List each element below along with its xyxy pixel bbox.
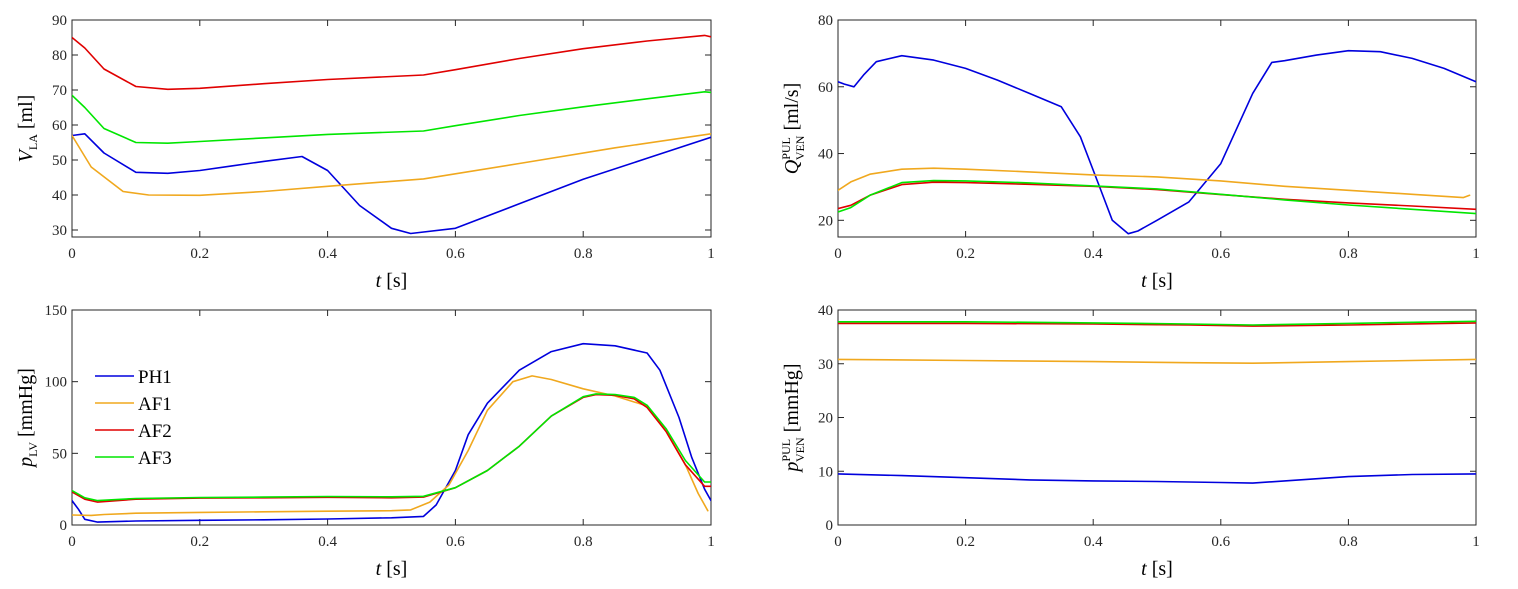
y-tick-label: 0 [826, 518, 834, 534]
y-tick-label: 30 [818, 357, 833, 373]
series-line-af2 [72, 34, 711, 91]
y-tick-label: 30 [52, 223, 67, 239]
plot-frame [71, 19, 712, 238]
y-tick-label: 100 [45, 375, 68, 391]
plot-frame [837, 309, 1477, 526]
y-tick-label: 40 [818, 303, 833, 319]
y-tick-label: 20 [818, 411, 833, 427]
series-line-af3 [72, 91, 711, 144]
y-tick-label: 20 [818, 213, 833, 229]
series-line-ph1 [838, 473, 1476, 484]
x-tick-label: 0.4 [1084, 534, 1103, 550]
x-tick-label: 0.4 [318, 246, 337, 262]
x-tick-label: 0.8 [574, 534, 593, 550]
x-tick-label: 0 [834, 246, 842, 262]
y-tick-label: 10 [818, 464, 833, 480]
y-tick-label: 150 [45, 303, 68, 319]
y-axis-label: pPULVEN [mmHg] [779, 363, 807, 473]
plot-frame [837, 19, 1477, 238]
x-tick-label: 0.2 [190, 246, 209, 262]
y-tick-label: 90 [52, 13, 67, 29]
x-tick-label: 0.4 [318, 534, 337, 550]
x-tick-label: 1 [707, 246, 715, 262]
series-line-af3 [838, 179, 1476, 215]
y-tick-label: 70 [52, 83, 67, 99]
series-line-af3 [838, 320, 1476, 326]
plot-frame [71, 309, 712, 526]
legend-label-af2: AF2 [138, 421, 172, 442]
x-tick-label: 1 [707, 534, 715, 550]
series-line-af1 [838, 358, 1476, 364]
x-tick-label: 0.8 [1339, 534, 1358, 550]
series-line-af1 [838, 167, 1471, 199]
chart-qven: 0 0.2 0.4 0.6 0.8 1 20 40 60 80 t [s] QPULVEN [ml/s… [779, 13, 1480, 292]
x-tick-label: 0.6 [446, 246, 465, 262]
y-tick-label: 50 [52, 153, 67, 169]
chart-vla: 0 0.2 0.4 0.6 0.8 1 30 40 50 60 70 80 90 t [s] VLA [ml… [15, 13, 715, 292]
x-tick-label: 0.2 [956, 534, 975, 550]
x-axis-label: t [s] [376, 270, 408, 292]
chart-plv: 0 0.2 0.4 0.6 0.8 1 0 50 100 150 t [s] pLV [mmHg] PH… [15, 303, 715, 580]
legend-label-af3: AF3 [138, 448, 172, 469]
legend-label-ph1: PH1 [138, 367, 172, 388]
x-axis-label: t [s] [376, 558, 408, 580]
series-line-af2 [838, 322, 1476, 327]
y-tick-label: 40 [818, 147, 833, 163]
x-tick-label: 0 [68, 246, 76, 262]
series-line-ph1 [72, 342, 711, 523]
x-axis-label: t [s] [1141, 558, 1173, 580]
x-tick-label: 0.2 [956, 246, 975, 262]
series-line-af3 [72, 393, 711, 502]
x-tick-label: 0.6 [1211, 246, 1230, 262]
y-tick-label: 60 [818, 80, 833, 96]
x-tick-label: 0.6 [446, 534, 465, 550]
y-tick-label: 50 [52, 446, 67, 462]
series-line-ph1 [838, 49, 1476, 235]
y-axis-label: QPULVEN [ml/s] [779, 83, 807, 174]
series-line-af2 [838, 181, 1476, 211]
x-tick-label: 1 [1472, 246, 1480, 262]
legend-label-af1: AF1 [138, 394, 172, 415]
y-tick-label: 80 [818, 13, 833, 29]
x-axis-label: t [s] [1141, 270, 1173, 292]
legend: PH1 AF1 AF2 AF3 [95, 367, 172, 469]
series-line-af1 [72, 133, 711, 197]
y-tick-label: 60 [52, 118, 67, 134]
x-tick-label: 0.8 [1339, 246, 1358, 262]
x-tick-label: 0 [834, 534, 842, 550]
x-tick-label: 1 [1472, 534, 1480, 550]
y-axis-label: VLA [ml] [15, 95, 40, 163]
x-tick-label: 0.6 [1211, 534, 1230, 550]
x-tick-label: 0.4 [1084, 246, 1103, 262]
x-tick-label: 0.2 [190, 534, 209, 550]
x-tick-label: 0 [68, 534, 76, 550]
y-axis-label: pLV [mmHg] [15, 368, 40, 469]
x-tick-label: 0.8 [574, 246, 593, 262]
series-line-ph1 [72, 133, 711, 235]
y-tick-label: 80 [52, 48, 67, 64]
y-tick-label: 40 [52, 188, 67, 204]
y-tick-label: 0 [60, 518, 68, 534]
